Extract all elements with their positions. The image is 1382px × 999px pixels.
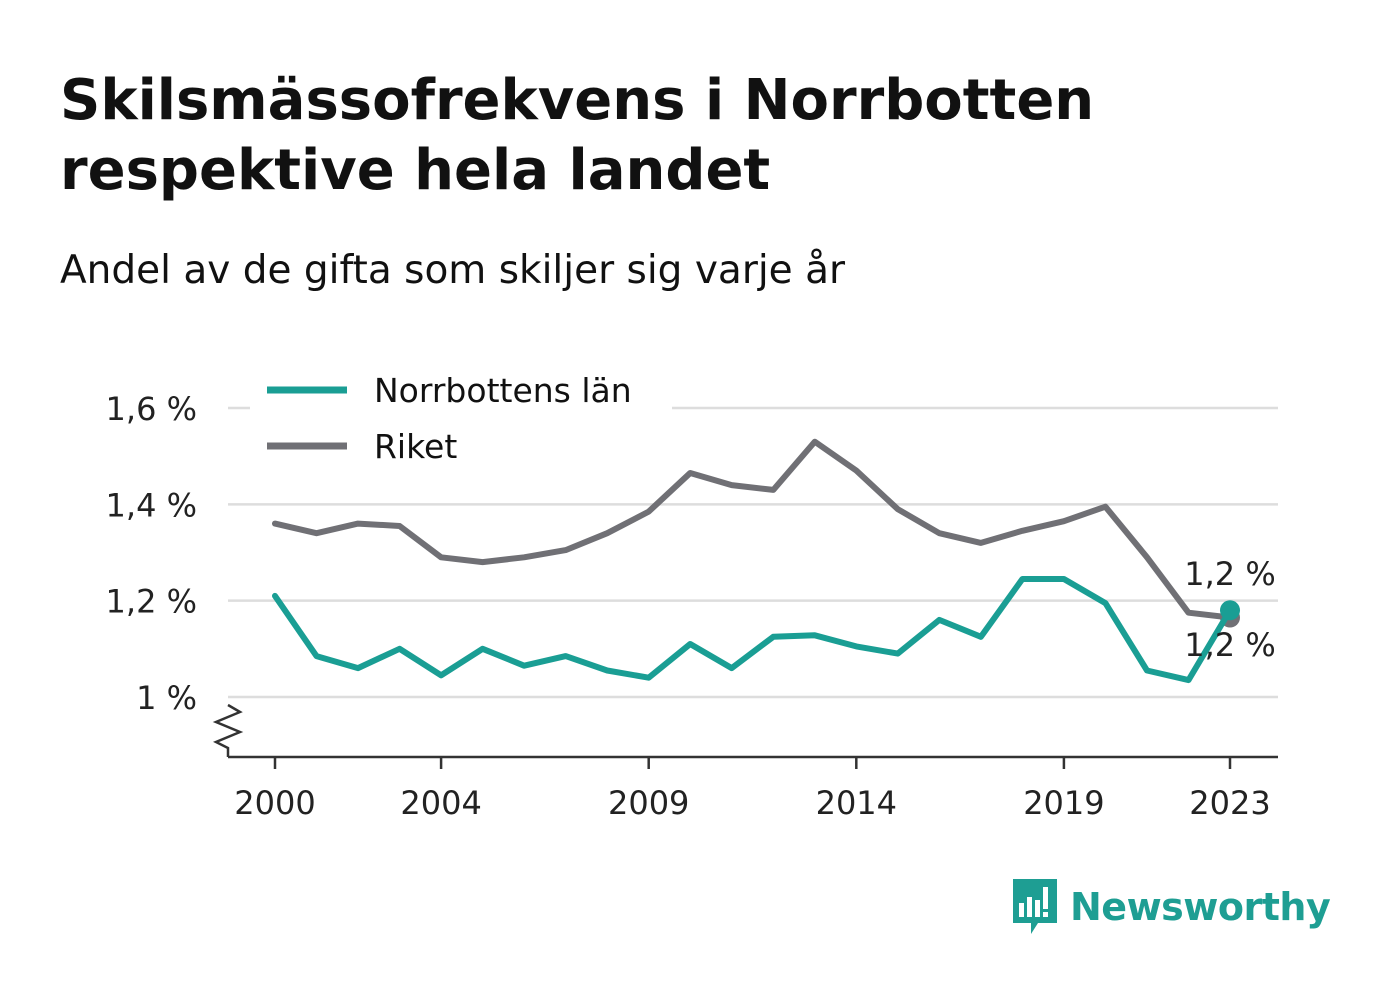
newsworthy-logo-icon	[1013, 879, 1057, 934]
y-tick-label: 1,6 %	[106, 390, 197, 428]
brand-name: Newsworthy	[1070, 885, 1331, 929]
x-tick-label: 2019	[1023, 784, 1104, 822]
axis-break-icon	[212, 703, 244, 757]
newsworthy-logo: Newsworthy	[1010, 876, 1331, 938]
chart-title: Skilsmässofrekvens i Norrbotten respekti…	[60, 68, 1095, 203]
x-tick-label: 2000	[234, 784, 315, 822]
y-tick-label: 1,4 %	[106, 486, 197, 524]
series-line	[272, 576, 1233, 684]
y-axis-ticks: 1 % 1,2 % 1,4 % 1,6 %	[106, 390, 197, 717]
x-tick-label: 2004	[400, 784, 481, 822]
legend-label: Norrbottens län	[374, 371, 632, 410]
x-tick-label: 2023	[1189, 784, 1270, 822]
legend-background	[250, 362, 672, 482]
data-label: 1,2 %	[1184, 626, 1275, 664]
legend-label: Riket	[374, 427, 457, 466]
series-line	[272, 438, 1233, 621]
x-tick-label: 2009	[608, 784, 689, 822]
chart-subtitle: Andel av de gifta som skiljer sig varje …	[60, 248, 846, 293]
y-tick-label: 1 %	[136, 679, 197, 717]
series-lines	[272, 438, 1240, 684]
data-label: 1,2 %	[1184, 555, 1275, 593]
x-tick-label: 2014	[816, 784, 897, 822]
x-axis	[212, 703, 1278, 759]
legend: Norrbottens län Riket	[250, 362, 672, 482]
y-tick-label: 1,2 %	[106, 583, 197, 621]
x-axis-ticks: 2000 2004 2009 2014 2019 2023	[234, 757, 1271, 822]
series-end-point	[1220, 600, 1240, 621]
end-labels: 1,2 % 1,2 %	[1184, 555, 1275, 664]
